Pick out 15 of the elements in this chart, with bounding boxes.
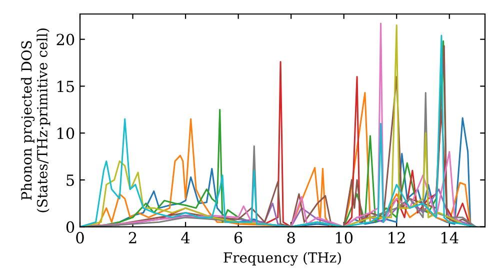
y-tick-label: 5: [66, 174, 74, 186]
x-tick-label: 14: [442, 232, 458, 244]
y-tick-label: 20: [56, 34, 74, 46]
x-tick-label: 0: [76, 232, 84, 244]
y-axis-title: Phonon projected DOS (States/THz·primitive cell): [20, 28, 50, 212]
x-tick-label: 6: [234, 232, 242, 244]
x-tick-label: 4: [181, 232, 190, 244]
x-tick-label: 12: [388, 232, 405, 244]
y-tick-label: 10: [58, 128, 74, 140]
x-tick-label: 2: [128, 232, 136, 244]
y-tick-label: 0: [66, 221, 74, 233]
x-axis-title: Frequency (THz): [224, 252, 341, 266]
x-tick-label: 10: [336, 232, 353, 244]
x-tick-label: 8: [287, 232, 295, 244]
y-tick-label: 15: [58, 80, 74, 92]
